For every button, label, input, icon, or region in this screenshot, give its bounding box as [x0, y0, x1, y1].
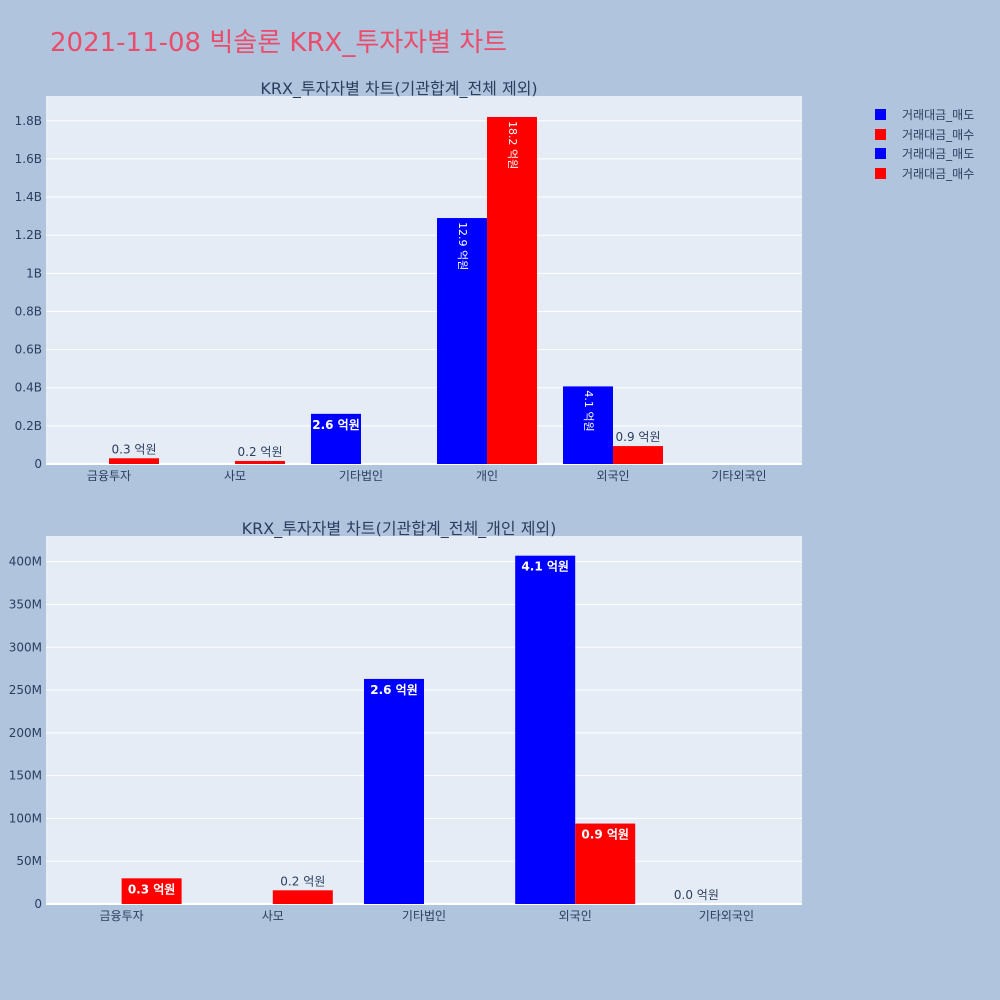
bar[interactable] — [364, 678, 424, 904]
data-label: 2.6 억원 — [370, 683, 418, 697]
page-title: 2021-11-08 빅솔론 KRX_투자자별 차트 — [50, 28, 508, 58]
legend[interactable]: 거래대금_매도 거래대금_매수 거래대금_매도 거래대금_매수 — [875, 105, 974, 183]
y-tick-label: 1.8B — [15, 114, 42, 128]
bar[interactable] — [235, 460, 285, 464]
bar[interactable] — [109, 458, 159, 464]
y-tick-label: 0 — [34, 457, 42, 471]
y-tick-label: 1B — [26, 266, 42, 280]
legend-swatch — [875, 128, 886, 140]
y-tick-label: 1.6B — [15, 152, 42, 166]
legend-item[interactable]: 거래대금_매수 — [875, 164, 974, 184]
data-label: 0.2 억원 — [280, 874, 325, 888]
data-label: 0.0 억원 — [674, 888, 719, 902]
chart-title: KRX_투자자별 차트(기관합계_전체 제외) — [260, 79, 537, 99]
y-tick-label: 0 — [34, 897, 42, 911]
x-tick-label: 개인 — [476, 469, 498, 483]
bar[interactable] — [563, 386, 613, 464]
y-tick-label: 1.2B — [15, 228, 42, 242]
bar[interactable] — [437, 218, 487, 464]
legend-label: 거래대금_매도 — [902, 108, 975, 123]
y-tick-label: 200M — [9, 726, 42, 740]
x-tick-label: 기타법인 — [402, 909, 446, 923]
x-tick-label: 기타외국인 — [699, 909, 754, 923]
data-label: 0.2 억원 — [238, 445, 283, 459]
data-label: 0.3 억원 — [112, 442, 157, 456]
x-tick-label: 기타외국인 — [711, 469, 766, 483]
y-tick-label: 50M — [16, 854, 42, 868]
x-tick-label: 외국인 — [559, 909, 592, 923]
x-tick-label: 금융투자 — [87, 469, 131, 483]
y-tick-label: 100M — [9, 811, 42, 825]
bar[interactable] — [515, 555, 576, 904]
y-tick-label: 0.2B — [15, 419, 42, 433]
y-tick-label: 1.4B — [15, 190, 42, 204]
bar[interactable] — [487, 116, 537, 464]
legend-swatch — [875, 167, 886, 179]
legend-swatch — [875, 148, 886, 160]
x-tick-label: 외국인 — [596, 469, 629, 483]
bar[interactable] — [613, 446, 663, 464]
chart-title: KRX_투자자별 차트(기관합계_전체_개인 제외) — [242, 519, 557, 539]
y-tick-label: 250M — [9, 683, 42, 697]
chart-top: 0 0.2B 0.4B 0.6B 0.8B 1B 1.2B 1.4B 1.6B 1.8B KRX_투… — [15, 79, 802, 483]
legend-item[interactable]: 거래대금_매도 — [875, 144, 974, 164]
legend-label: 거래대금_매수 — [902, 166, 975, 181]
y-tick-label: 300M — [9, 640, 42, 654]
y-tick-label: 0.8B — [15, 304, 42, 318]
y-tick-label: 150M — [9, 769, 42, 783]
data-label: 4.1 억원 — [582, 390, 595, 431]
x-tick-label: 기타법인 — [339, 469, 383, 483]
y-tick-label: 0.4B — [15, 381, 42, 395]
bar[interactable] — [311, 413, 361, 464]
data-label: 0.9 억원 — [616, 430, 661, 444]
data-label: 18.2 억원 — [506, 121, 519, 169]
legend-label: 거래대금_매도 — [902, 147, 975, 162]
bar[interactable] — [272, 890, 333, 904]
data-label: 0.9 억원 — [581, 828, 629, 842]
plot-area — [46, 96, 802, 464]
x-tick-label: 사모 — [224, 469, 246, 483]
legend-item[interactable]: 거래대금_매도 — [875, 105, 974, 125]
legend-swatch — [875, 109, 886, 121]
x-tick-label: 금융투자 — [100, 909, 144, 923]
data-label: 12.9 억원 — [456, 222, 469, 270]
data-label: 4.1 억원 — [521, 560, 569, 574]
bar[interactable] — [121, 878, 182, 904]
legend-item[interactable]: 거래대금_매수 — [875, 125, 974, 145]
data-label: 2.6 억원 — [312, 418, 360, 432]
legend-label: 거래대금_매수 — [902, 127, 975, 142]
bar[interactable] — [575, 823, 636, 904]
y-tick-label: 400M — [9, 555, 42, 569]
data-label: 0.3 억원 — [128, 882, 176, 896]
x-tick-label: 사모 — [262, 909, 284, 923]
y-tick-label: 350M — [9, 597, 42, 611]
y-tick-label: 0.6B — [15, 343, 42, 357]
chart-bottom: 0 50M 100M 150M 200M 250M 300M 350M 400M KRX_투자자별… — [9, 519, 802, 923]
